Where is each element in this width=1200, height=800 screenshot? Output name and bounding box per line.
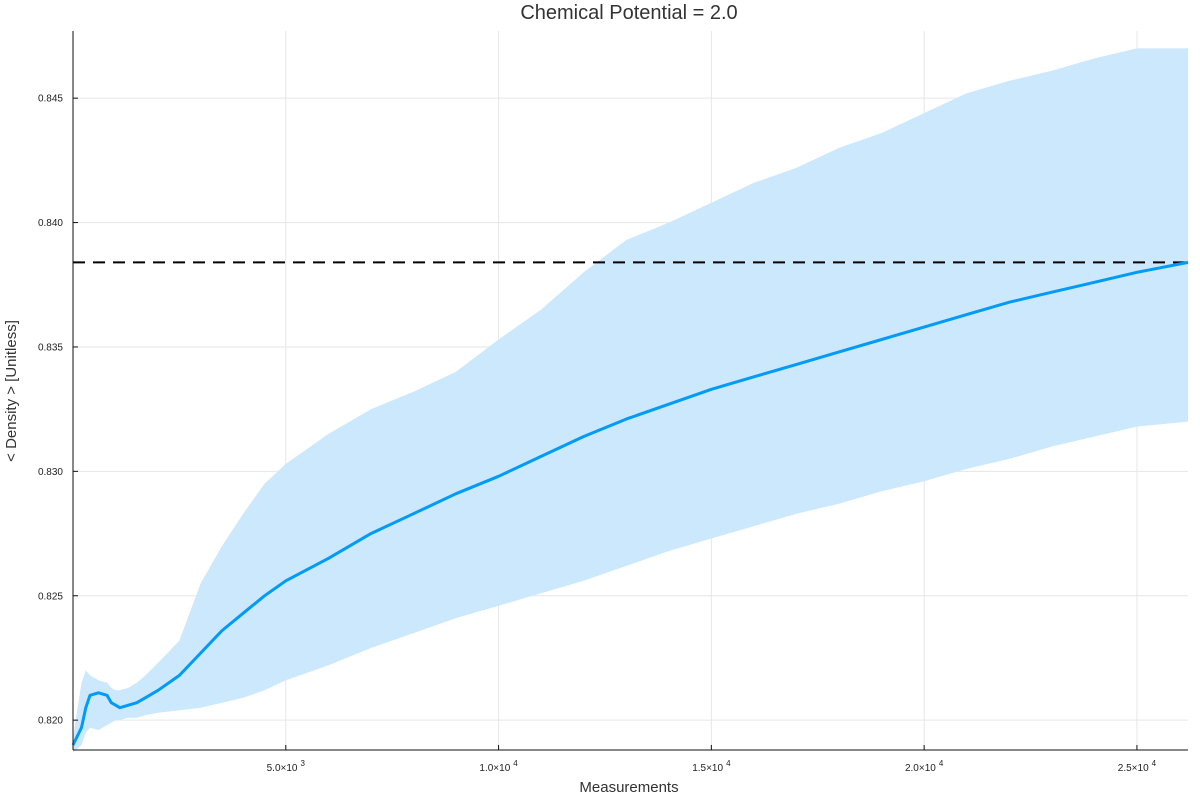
chart-title: Chemical Potential = 2.0: [520, 2, 737, 24]
x-tick-label: 2.0×10 4: [905, 759, 944, 774]
y-tick-label: 0.840: [38, 218, 63, 229]
y-tick-label: 0.845: [38, 94, 63, 105]
x-tick-label: 5.0×10 3: [267, 759, 306, 774]
confidence-band: [73, 48, 1188, 753]
y-tick-label: 0.820: [38, 716, 63, 727]
series-line: [71, 260, 1189, 746]
y-tick-label: 0.835: [38, 342, 63, 353]
x-tick-label: 1.5×10 4: [692, 759, 731, 774]
x-axis-label: Measurements: [579, 779, 678, 796]
x-tick-label: 1.0×10 4: [479, 759, 518, 774]
x-tick-label: 2.5×10 4: [1118, 759, 1157, 774]
y-tick-label: 0.825: [38, 591, 63, 602]
y-axis-label: < Density > [Unitless]: [3, 320, 20, 462]
y-tick-label: 0.830: [38, 467, 63, 478]
tick-labels: 5.0×10 3 1.0×10 4 1.5×10 4 2.0×10 4 2.5×10 4 0.820…: [38, 94, 1157, 774]
